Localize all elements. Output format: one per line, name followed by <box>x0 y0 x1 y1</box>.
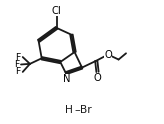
Text: O: O <box>94 73 101 83</box>
Text: Cl: Cl <box>52 5 62 16</box>
Text: N: N <box>63 74 70 84</box>
Text: Br: Br <box>80 105 92 115</box>
Text: –: – <box>74 105 80 115</box>
Text: F: F <box>16 53 21 62</box>
Text: F: F <box>14 60 19 69</box>
Text: O: O <box>104 50 112 60</box>
Text: F: F <box>16 67 21 76</box>
Text: H: H <box>65 105 73 115</box>
